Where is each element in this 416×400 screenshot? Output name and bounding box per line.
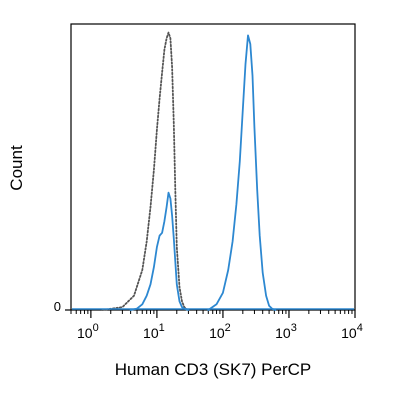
y-axis-label: Count [7, 145, 26, 191]
stained-sample-line-2 [207, 34, 277, 311]
series-layer [72, 31, 354, 311]
x-axis-label: Human CD3 (SK7) PerCP [115, 360, 312, 379]
y-axis-ticks: 0 [54, 299, 71, 314]
x-tick-label: 101 [143, 322, 165, 341]
stained-sample-line-1 [129, 191, 190, 311]
x-tick-label: 102 [209, 322, 231, 341]
x-tick-label: 100 [77, 322, 99, 341]
x-tick-label: 103 [275, 322, 297, 341]
isotype-control-line [101, 31, 190, 311]
x-tick-label: 104 [341, 322, 363, 341]
plot-frame [70, 23, 356, 311]
y-tick-label: 0 [54, 299, 61, 314]
x-axis-ticks: 100 101 102 103 104 [70, 310, 363, 341]
